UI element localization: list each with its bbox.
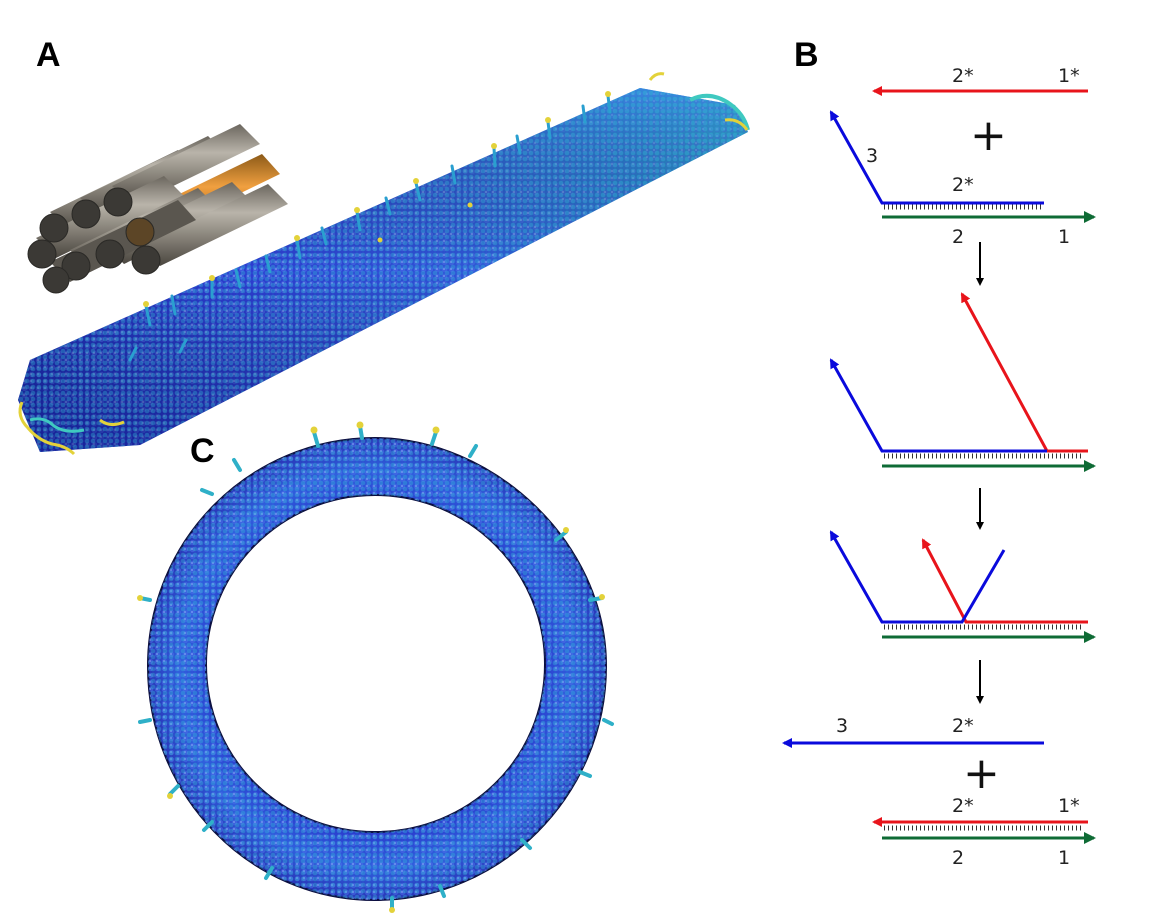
panel-a: A xyxy=(18,36,750,456)
panel-letter-a: A xyxy=(36,36,61,74)
domain-label-green-2: 2 xyxy=(952,226,964,248)
helix-bundle-schematic xyxy=(27,124,288,294)
domain-label-product-2star: 2* xyxy=(952,795,974,817)
plus-sign-2: + xyxy=(963,748,1000,799)
domain-label-product-1: 1 xyxy=(1058,847,1070,869)
plus-sign-1: + xyxy=(970,110,1007,161)
origami-ring-model xyxy=(137,421,614,913)
domain-label-released-2star: 2* xyxy=(952,715,974,737)
invader-strand-branch xyxy=(921,538,1088,624)
incumbent-strand xyxy=(829,110,1044,205)
origami-bundle-model xyxy=(18,72,750,456)
panel-c: C xyxy=(137,421,614,913)
domain-label-product-1star: 1* xyxy=(1058,795,1080,817)
scheme-step-2 xyxy=(829,292,1096,472)
panel-b: B 2* 1* + 3 2* 2 1 xyxy=(782,36,1096,869)
domain-label-green-1: 1 xyxy=(1058,226,1070,248)
domain-label-blue-2star: 2* xyxy=(952,174,974,196)
scheme-step-3 xyxy=(829,530,1096,643)
domain-label-released-3: 3 xyxy=(836,715,848,737)
incumbent-strand-2 xyxy=(829,358,1047,453)
domain-label-red-1star: 1* xyxy=(1058,65,1080,87)
domain-label-product-2: 2 xyxy=(952,847,964,869)
scheme-step-1: 2* 1* + 3 2* 2 1 xyxy=(829,65,1096,248)
domain-label-red-2star: 2* xyxy=(952,65,974,87)
scheme-step-4: 3 2* + 2* 1* 2 1 xyxy=(782,715,1096,869)
panel-letter-b: B xyxy=(794,36,819,74)
domain-label-blue-3: 3 xyxy=(866,145,878,167)
incumbent-strand-branch xyxy=(829,530,1006,624)
invader-strand-toehold xyxy=(960,292,1088,453)
panel-letter-c: C xyxy=(190,432,215,470)
